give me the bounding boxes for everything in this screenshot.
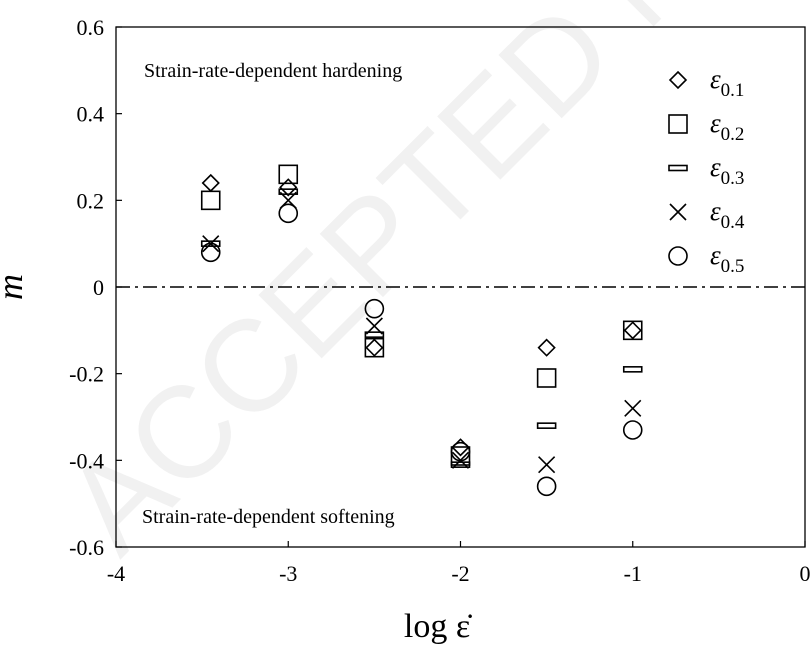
legend-item: ε0.4: [669, 196, 745, 233]
y-tick-label: -0.6: [69, 535, 104, 560]
legend-marker-dash: [668, 164, 688, 172]
legend-label: ε0.1: [710, 64, 744, 101]
legend-symbol: ε: [710, 108, 721, 138]
data-point-dash: [536, 422, 557, 429]
x-tick-label: -3: [279, 561, 297, 586]
data-point-square: [278, 164, 299, 185]
y-axis-title: m: [0, 274, 30, 300]
legend-marker-circle: [668, 246, 688, 266]
axis-ticks: -4 -3 -2 -1 0 0.6 0.4 0.2 0 -0.2 -0.4 -0.6: [69, 15, 810, 586]
x-tick-label: 0: [800, 561, 811, 586]
data-point-dash: [622, 366, 643, 373]
data-point-dash: [364, 331, 385, 338]
legend: ε0.1ε0.2ε0.3ε0.4ε0.5: [668, 64, 745, 277]
legend-subscript: 0.5: [721, 256, 745, 277]
data-point-square: [450, 446, 471, 466]
data-point-diamond: [365, 338, 384, 357]
legend-symbol: ε: [710, 152, 721, 182]
series-0-5: [200, 203, 643, 497]
watermark-text: ACCEPTED MANUSCRIPT: [37, 0, 812, 580]
data-point-circle: [450, 441, 471, 462]
data-point-diamond: [623, 321, 642, 340]
data-point-dash: [278, 188, 299, 195]
y-tick-label: -0.2: [69, 362, 104, 387]
legend-marker-square: [668, 114, 688, 134]
legend-marker-cross: [669, 203, 687, 221]
data-point-dash: [450, 461, 471, 468]
legend-subscript: 0.3: [721, 168, 745, 189]
x-tick-label: -1: [624, 561, 642, 586]
x-tick-label: -4: [107, 561, 125, 586]
hardening-annotation: Strain-rate-dependent hardening: [144, 60, 402, 82]
legend-label: ε0.3: [710, 152, 744, 189]
legend-item: ε0.1: [668, 64, 744, 101]
data-point-circle: [364, 298, 385, 319]
data-point-square: [364, 337, 385, 358]
y-tick-label: 0.2: [77, 188, 105, 213]
data-point-square: [536, 368, 557, 388]
data-point-diamond: [201, 173, 220, 193]
legend-item: ε0.2: [668, 108, 744, 145]
legend-marker-diamond: [668, 70, 688, 90]
legend-subscript: 0.2: [721, 124, 745, 145]
legend-label: ε0.4: [710, 196, 745, 233]
data-point-circle: [622, 420, 643, 440]
x-tick-label: -2: [451, 561, 469, 586]
y-tick-label: -0.4: [69, 448, 104, 473]
legend-item: ε0.5: [668, 240, 744, 277]
data-points: [200, 164, 643, 497]
data-point-dash: [200, 240, 221, 247]
data-point-circle: [278, 203, 299, 224]
softening-annotation: Strain-rate-dependent softening: [142, 506, 395, 528]
series-0-2: [200, 164, 643, 466]
data-point-square: [622, 320, 643, 341]
data-point-diamond: [279, 178, 298, 197]
legend-item: ε0.3: [668, 152, 744, 189]
data-point-cross: [538, 456, 556, 474]
y-tick-label: 0.4: [77, 102, 105, 127]
legend-label: ε0.2: [710, 108, 744, 145]
data-point-diamond: [537, 338, 556, 357]
legend-symbol: ε: [710, 240, 721, 270]
y-tick-label: 0: [93, 275, 104, 300]
legend-subscript: 0.4: [721, 212, 745, 233]
x-axis-title: log ε̇: [404, 608, 472, 645]
data-point-circle: [200, 242, 221, 263]
legend-symbol: ε: [710, 64, 721, 94]
data-point-square: [200, 190, 221, 211]
data-point-cross: [365, 317, 383, 335]
data-point-circle: [536, 476, 557, 497]
y-tick-label: 0.6: [77, 15, 105, 40]
legend-label: ε0.5: [710, 240, 744, 277]
legend-symbol: ε: [710, 196, 721, 226]
legend-subscript: 0.1: [721, 80, 745, 101]
data-point-cross: [624, 399, 642, 417]
series-0-3: [200, 188, 643, 468]
